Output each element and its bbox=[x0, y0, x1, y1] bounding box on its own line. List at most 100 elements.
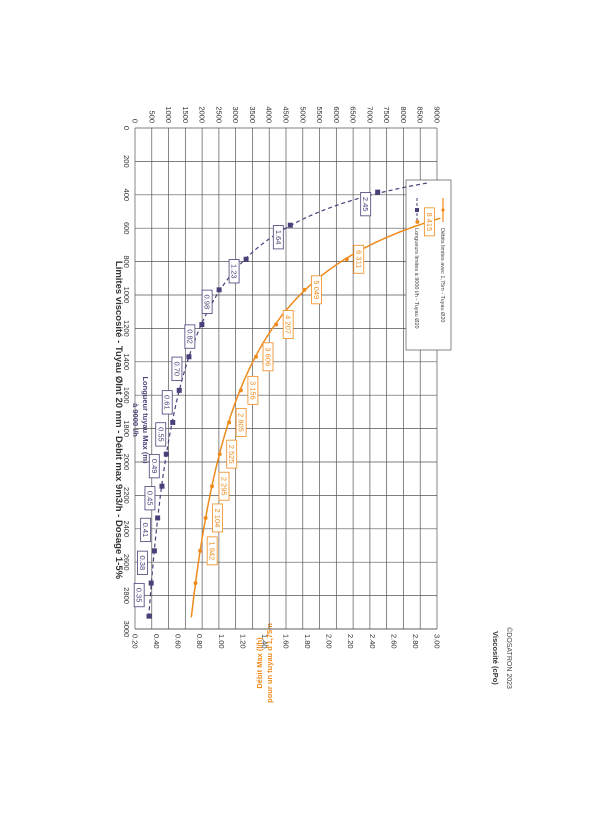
debit-data-label-box bbox=[212, 503, 224, 533]
x-tick-label: 1400 bbox=[122, 353, 131, 370]
y2-tick-label: 1.80 bbox=[303, 634, 312, 649]
x-tick-label: 200 bbox=[122, 155, 131, 168]
longueur-data-label: 0.98 bbox=[203, 295, 212, 310]
y2-tick-label: 0.60 bbox=[174, 634, 183, 649]
data-marks: 8 415 6 311 5 049 4 207 3 606 3 156 2 805 2 525… bbox=[133, 189, 435, 619]
debit-data-label: 3 156 bbox=[248, 381, 257, 400]
copyright-text: ©DOSATRON 2023 bbox=[505, 627, 513, 689]
x-tick-label: 0 bbox=[122, 126, 131, 130]
longueur-point bbox=[148, 580, 154, 586]
longueur-data-label-box bbox=[201, 289, 213, 314]
y2-tick-label: 0.40 bbox=[152, 634, 161, 649]
y2-tick-label: 3.00 bbox=[433, 634, 442, 649]
x-tick-label: 2000 bbox=[122, 454, 131, 471]
longueur-data-label-box bbox=[272, 225, 284, 250]
longueur-data-label: 0.45 bbox=[145, 491, 154, 506]
y2-axis-label-line2: à 9000 l/h bbox=[131, 403, 140, 437]
debit-point bbox=[193, 581, 198, 586]
grid bbox=[134, 127, 438, 630]
debit-data-label-box bbox=[311, 275, 322, 305]
longueur-point bbox=[163, 451, 169, 457]
debit-point bbox=[302, 287, 307, 292]
y1-tick-label: 8000 bbox=[399, 106, 408, 123]
x-tick-label: 1600 bbox=[122, 387, 131, 404]
y1-tick-label: 5000 bbox=[298, 106, 307, 123]
y2-tick-label: 1.60 bbox=[282, 634, 291, 649]
longueur-data-label: 0.49 bbox=[150, 459, 159, 474]
debit-point bbox=[203, 515, 208, 520]
debit-data-label-box bbox=[235, 408, 247, 437]
debit-point bbox=[198, 548, 203, 553]
longueur-data-label: 0.70 bbox=[172, 361, 181, 376]
longueur-point bbox=[186, 354, 192, 360]
longueur-data-label: 0.41 bbox=[141, 523, 150, 538]
longueur-data-label-box bbox=[171, 356, 183, 381]
longueur-point bbox=[287, 222, 293, 228]
x-tick-label: 1200 bbox=[122, 320, 131, 337]
debit-data-label-box bbox=[282, 310, 294, 339]
longueur-point bbox=[155, 515, 161, 521]
y1-tick-label: 7500 bbox=[382, 106, 391, 123]
longueur-point bbox=[151, 548, 157, 554]
longueur-data-label-box bbox=[137, 550, 148, 575]
longueur-point bbox=[170, 419, 176, 425]
debit-data-label: 2 805 bbox=[237, 413, 246, 432]
longueur-data-label-box bbox=[360, 192, 372, 217]
y1-tick-label: 3000 bbox=[231, 106, 240, 123]
debit-point bbox=[254, 354, 259, 359]
y1-tick-labels: 0 500 1000 1500 2000 2500 3000 3500 4000 4500 5000… bbox=[131, 106, 442, 123]
x-tick-label: 1800 bbox=[122, 420, 131, 437]
y1-tick-label: 7000 bbox=[365, 106, 374, 123]
x-tick-labels: 0 200 400 600 800 1000 1200 1400 1600 1800 2000 220… bbox=[122, 126, 131, 637]
debit-data-label: 4 207 bbox=[284, 315, 293, 334]
longueur-data-label-box bbox=[148, 454, 160, 479]
debit-point bbox=[344, 257, 349, 262]
y2-tick-labels: 0.20 0.40 0.60 0.80 1.00 1.20 1.40 1.60 1.80 2.00… bbox=[131, 634, 442, 649]
legend: Débits limites avec 1,75m - Tuyau Ø20 Lo… bbox=[405, 179, 452, 351]
longueur-point bbox=[375, 189, 381, 195]
x-tick-label: 400 bbox=[122, 189, 131, 202]
y1-axis-label-line1: Débit Max (l/h) bbox=[255, 637, 264, 689]
y1-tick-label: 6500 bbox=[349, 106, 358, 123]
longueur-data-label: 0.38 bbox=[138, 556, 147, 571]
longueur-point bbox=[243, 256, 249, 262]
y1-tick-label: 2000 bbox=[198, 106, 207, 123]
x-tick-label: 2600 bbox=[122, 554, 131, 571]
y1-tick-label: 500 bbox=[147, 110, 156, 123]
y1-tick-label: 6000 bbox=[332, 106, 341, 123]
legend-marker-longueur bbox=[415, 208, 419, 212]
x-tick-label: 800 bbox=[122, 255, 131, 268]
debit-point bbox=[238, 388, 243, 393]
chart-title: Limites viscosité - Tuyau ØInt 20 mm - D… bbox=[113, 261, 124, 580]
longueur-point bbox=[146, 613, 152, 619]
debit-data-label: 8 415 bbox=[425, 212, 434, 231]
y2-tick-label: 2.80 bbox=[411, 634, 420, 649]
debit-data-label-box bbox=[353, 244, 365, 274]
legend-label-longueur: Longueurs limites à 9000 l/h - Tuyau Ø20 bbox=[413, 228, 419, 329]
y2-tick-label: 0.80 bbox=[195, 634, 204, 649]
debit-point bbox=[274, 322, 279, 327]
debit-data-label-box bbox=[226, 439, 238, 469]
debit-data-label: 2 295 bbox=[220, 477, 229, 496]
longueur-data-label-box bbox=[161, 390, 173, 415]
debit-data-label: 2 104 bbox=[213, 509, 222, 528]
y1-tick-label: 9000 bbox=[433, 106, 442, 123]
longueur-data-label: 1.23 bbox=[230, 264, 239, 279]
debit-point bbox=[415, 219, 420, 224]
y2-tick-label: 2.40 bbox=[368, 634, 377, 649]
debit-data-label: 6 311 bbox=[354, 250, 363, 268]
y2-axis-label-line1: Longueur tuyau Max (m) bbox=[141, 376, 150, 464]
x-tick-label: 1000 bbox=[122, 287, 131, 304]
y1-tick-label: 4000 bbox=[265, 106, 274, 123]
y1-tick-label: 1000 bbox=[164, 106, 173, 123]
y1-tick-label: 2500 bbox=[214, 106, 223, 123]
longueur-point bbox=[159, 483, 165, 489]
x-axis-label: Viscosité (cPo) bbox=[491, 631, 500, 685]
longueur-point bbox=[176, 387, 182, 393]
debit-data-label-box bbox=[423, 207, 435, 237]
y1-axis-label-line2: pour un tuyau d'1,75m bbox=[265, 623, 274, 703]
debit-point bbox=[227, 420, 232, 425]
x-tick-label: 2400 bbox=[122, 520, 131, 537]
longueur-data-label-box bbox=[144, 486, 156, 511]
x-tick-label: 2200 bbox=[122, 487, 131, 504]
